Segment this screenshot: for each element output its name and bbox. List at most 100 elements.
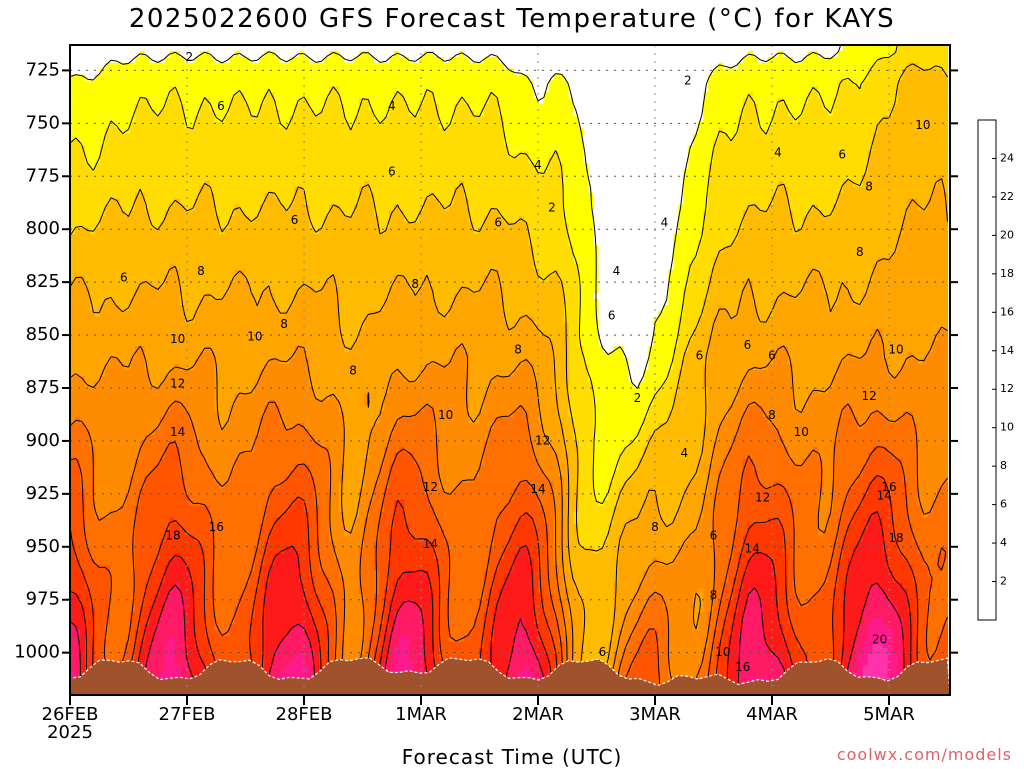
heatmap-cell	[179, 98, 186, 105]
heatmap-cell	[154, 86, 161, 93]
heatmap-cell	[234, 417, 241, 424]
heatmap-cell	[214, 370, 221, 377]
heatmap-cell	[274, 529, 281, 537]
heatmap-cell	[154, 275, 161, 282]
heatmap-cell	[74, 234, 81, 241]
heatmap-cell	[119, 594, 126, 602]
heatmap-cell	[114, 594, 121, 602]
heatmap-cell	[149, 92, 156, 99]
heatmap-cell	[184, 127, 191, 135]
heatmap-cell	[219, 370, 226, 377]
heatmap-cell	[154, 464, 161, 472]
heatmap-cell	[74, 198, 81, 206]
heatmap-cell	[264, 476, 271, 483]
heatmap-cell	[129, 216, 136, 223]
heatmap-cell	[269, 553, 276, 560]
heatmap-cell	[129, 234, 136, 241]
heatmap-cell	[84, 452, 91, 460]
heatmap-cell	[234, 387, 241, 395]
heatmap-cell	[194, 364, 201, 371]
heatmap-cell	[209, 641, 216, 649]
heatmap-cell	[134, 370, 141, 377]
heatmap-cell	[104, 175, 111, 182]
heatmap-cell	[104, 340, 111, 347]
heatmap-cell	[124, 630, 131, 637]
heatmap-cell	[209, 381, 216, 389]
heatmap-cell	[74, 576, 81, 584]
heatmap-cell	[79, 417, 86, 424]
heatmap-cell	[294, 240, 300, 247]
heatmap-cell	[139, 115, 146, 123]
heatmap-cell	[284, 370, 290, 377]
heatmap-cell	[184, 671, 191, 678]
heatmap-cell	[259, 511, 266, 519]
heatmap-cell	[264, 488, 271, 495]
heatmap-cell	[84, 488, 91, 495]
heatmap-cell	[229, 334, 236, 342]
heatmap-cell	[154, 216, 161, 223]
heatmap-cell	[189, 299, 196, 306]
heatmap-cell	[164, 576, 171, 584]
heatmap-cell	[70, 133, 76, 141]
heatmap-cell	[129, 624, 136, 631]
heatmap-cell	[189, 641, 196, 649]
heatmap-cell	[74, 210, 81, 217]
heatmap-cell	[84, 104, 91, 111]
heatmap-cell	[209, 606, 216, 613]
heatmap-cell	[259, 334, 266, 342]
heatmap-cell	[269, 157, 276, 164]
heatmap-cell	[79, 115, 86, 123]
heatmap-cell	[284, 257, 290, 265]
heatmap-cell	[149, 98, 156, 105]
heatmap-cell	[239, 240, 246, 247]
heatmap-cell	[204, 529, 211, 537]
heatmap-cell	[264, 547, 271, 554]
heatmap-cell	[244, 310, 251, 318]
heatmap-cell	[179, 186, 186, 194]
heatmap-cell	[109, 74, 116, 82]
heatmap-cell	[284, 659, 290, 667]
heatmap-cell	[229, 470, 236, 477]
heatmap-cell	[114, 281, 121, 288]
heatmap-cell	[149, 269, 156, 277]
heatmap-cell	[164, 216, 171, 223]
heatmap-cell	[70, 494, 76, 501]
heatmap-cell	[209, 494, 216, 501]
heatmap-cell	[239, 618, 246, 625]
heatmap-cell	[284, 169, 290, 176]
heatmap-cell	[204, 104, 211, 111]
heatmap-cell	[84, 588, 91, 596]
heatmap-cell	[194, 435, 201, 442]
heatmap-cell	[244, 192, 251, 200]
heatmap-cell	[259, 186, 266, 194]
heatmap-cell	[144, 104, 151, 111]
heatmap-cell	[79, 423, 86, 430]
heatmap-cell	[239, 169, 246, 176]
heatmap-cell	[184, 251, 191, 259]
heatmap-cell	[279, 275, 285, 282]
heatmap-cell	[194, 210, 201, 217]
heatmap-cell	[79, 163, 86, 170]
heatmap-cell	[289, 192, 295, 200]
heatmap-cell	[204, 612, 211, 619]
heatmap-cell	[164, 240, 171, 247]
heatmap-cell	[109, 505, 116, 513]
heatmap-cell	[229, 169, 236, 176]
heatmap-cell	[204, 582, 211, 590]
heatmap-cell	[164, 293, 171, 300]
heatmap-cell	[94, 541, 101, 548]
heatmap-cell	[114, 588, 121, 596]
heatmap-cell	[194, 98, 201, 105]
heatmap-cell	[89, 500, 96, 507]
heatmap-cell	[159, 175, 166, 182]
heatmap-cell	[289, 80, 295, 87]
heatmap-cell	[109, 523, 116, 531]
heatmap-cell	[149, 121, 156, 129]
heatmap-cell	[134, 541, 141, 548]
heatmap-cell	[239, 565, 246, 572]
heatmap-cell	[70, 547, 76, 554]
heatmap-cell	[94, 553, 101, 560]
heatmap-cell	[79, 198, 86, 206]
heatmap-cell	[119, 429, 126, 436]
heatmap-cell	[144, 494, 151, 501]
